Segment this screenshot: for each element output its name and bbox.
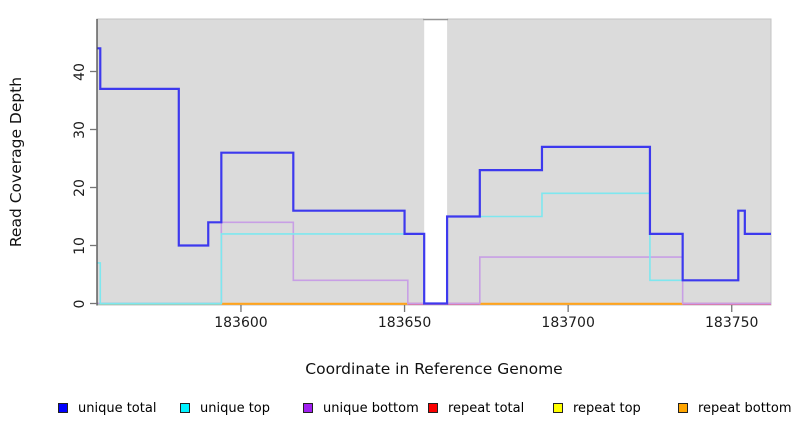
x-tick-label: 183750 [705, 315, 759, 331]
y-tick-label: 0 [72, 299, 88, 308]
x-tick-label: 183650 [377, 315, 432, 331]
series-line-unique-total [97, 47, 771, 305]
x-axis-label: Coordinate in Reference Genome [305, 360, 563, 378]
no-data-band [424, 14, 448, 305]
y-tick-label: 20 [72, 178, 88, 197]
y-tick-label: 10 [72, 236, 88, 255]
y-axis-label: Read Coverage Depth [7, 76, 25, 248]
y-tick-label: 30 [72, 120, 88, 139]
x-tick-label: 183600 [214, 315, 268, 331]
y-tick-label: 40 [72, 62, 88, 81]
x-tick-label: 183700 [541, 315, 595, 331]
